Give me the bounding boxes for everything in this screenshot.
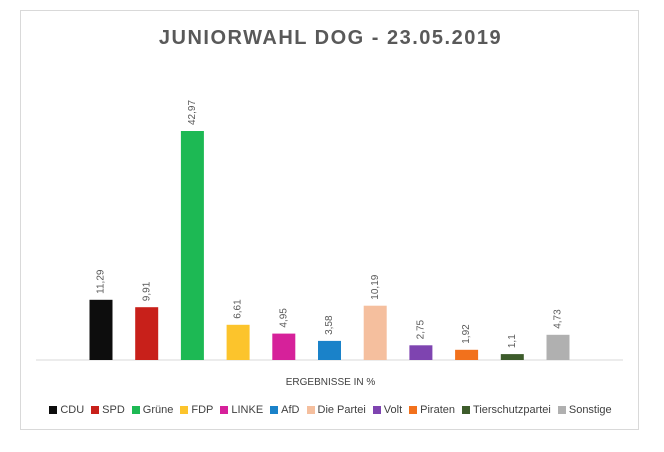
legend-label: AfD — [281, 404, 300, 416]
legend-label: LINKE — [231, 404, 264, 416]
data-label: 1,1 — [507, 334, 518, 348]
legend-item: Piraten — [409, 404, 455, 416]
bar-sonstige — [546, 334, 570, 360]
legend: CDU SPD Grüne FDP LINKE AfD Die Partei Volt Pira… — [21, 404, 640, 416]
legend-item: SPD — [91, 404, 125, 416]
bar-spd — [135, 307, 159, 360]
bar-die-partei — [363, 305, 387, 360]
legend-swatch — [91, 406, 100, 414]
data-label: 3,58 — [324, 315, 335, 335]
data-label: 11,29 — [96, 269, 107, 294]
bar-grüne — [180, 131, 204, 360]
chart-frame: JUNIORWAHL DOG - 23.05.2019 11,29 9,91 42,… — [20, 10, 639, 430]
legend-swatch — [270, 406, 279, 414]
legend-label: Tierschutzpartei — [473, 404, 551, 416]
data-label: 4,73 — [553, 309, 564, 329]
data-label: 4,95 — [278, 308, 289, 328]
bar-fdp — [226, 324, 250, 360]
legend-swatch — [180, 406, 189, 414]
legend-swatch — [131, 406, 140, 414]
data-label: 42,97 — [187, 100, 198, 125]
legend-swatch — [49, 406, 58, 414]
bar-tierschutzpartei — [500, 354, 524, 360]
legend-swatch — [557, 406, 566, 414]
data-label: 10,19 — [370, 274, 381, 299]
bar-linke — [272, 333, 296, 360]
data-label: 9,91 — [141, 281, 152, 301]
legend-label: Sonstige — [568, 404, 612, 416]
legend-swatch — [306, 406, 315, 414]
legend-item: Volt — [372, 404, 403, 416]
legend-item: AfD — [270, 404, 300, 416]
data-label: 2,75 — [416, 319, 427, 339]
legend-item: Sonstige — [557, 404, 612, 416]
bar-chart: 11,29 9,91 42,97 6,61 4,95 3,58 10,19 2,75 1,92 1… — [36, 100, 623, 361]
bar-piraten — [455, 349, 479, 360]
x-axis-label: ERGEBNISSE IN % — [285, 377, 376, 388]
legend-label: Die Partei — [317, 404, 366, 416]
legend-swatch — [220, 406, 229, 414]
legend-label: CDU — [60, 404, 85, 416]
legend-item: Tierschutzpartei — [462, 404, 551, 416]
data-label: 6,61 — [233, 299, 244, 319]
legend-swatch — [462, 406, 471, 414]
legend-item: LINKE — [220, 404, 263, 416]
data-label: 1,92 — [461, 324, 472, 344]
legend-item: Die Partei — [306, 404, 366, 416]
legend-item: Grüne — [131, 404, 174, 416]
legend-label: Volt — [383, 404, 403, 416]
legend-label: SPD — [102, 404, 125, 416]
chart-title: JUNIORWAHL DOG - 23.05.2019 — [158, 27, 503, 49]
legend-label: Piraten — [420, 404, 456, 416]
legend-label: FDP — [191, 404, 214, 416]
legend-swatch — [409, 406, 418, 414]
legend-item: FDP — [180, 404, 213, 416]
bar-cdu — [89, 299, 113, 360]
bar-afd — [318, 340, 341, 360]
legend-item: CDU — [49, 404, 84, 416]
legend-label: Grüne — [142, 404, 174, 416]
legend-swatch — [372, 406, 381, 414]
bar-volt — [409, 345, 433, 360]
